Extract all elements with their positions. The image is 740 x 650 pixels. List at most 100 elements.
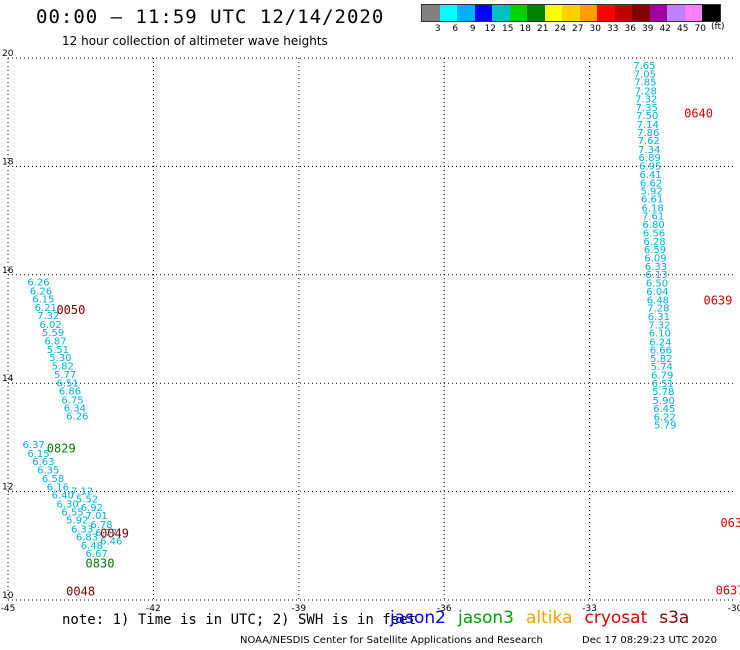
wave-height-point: 6.28 bbox=[643, 237, 665, 248]
wave-height-point: 6.09 bbox=[644, 253, 666, 264]
pass-time-label: 0049 bbox=[100, 527, 129, 541]
color-swatch-1 bbox=[439, 5, 457, 21]
legend-tick-label: 18 bbox=[519, 24, 531, 34]
wave-height-point: 7.01 bbox=[86, 511, 108, 522]
wave-height-point: 7.32 bbox=[635, 94, 657, 105]
wave-height-point: 6.87 bbox=[44, 337, 66, 348]
legend-tick-label: 21 bbox=[537, 24, 549, 34]
wave-height-point: 7.28 bbox=[635, 86, 657, 97]
wave-height-point: 6.80 bbox=[642, 220, 664, 231]
wave-height-point: 7.62 bbox=[638, 136, 660, 147]
y-tick-label: 12 bbox=[2, 483, 13, 493]
legend-tick-label: 70 bbox=[694, 24, 706, 34]
legend-tick-label: 24 bbox=[554, 24, 566, 34]
wave-height-point: 6.95 bbox=[639, 162, 661, 173]
color-swatch-16 bbox=[702, 5, 720, 21]
chart-title: 00:00 – 11:59 UTC 12/14/2020 bbox=[36, 6, 385, 28]
wave-height-point: 7.28 bbox=[647, 304, 669, 315]
satellite-jason3: jason3 bbox=[458, 608, 514, 628]
wave-height-point: 6.83 bbox=[76, 532, 98, 543]
wave-height-point: 5.74 bbox=[651, 362, 673, 373]
wave-height-point: 7.50 bbox=[636, 111, 658, 122]
pass-time-label: 0048 bbox=[66, 585, 95, 599]
color-scale-swatches bbox=[421, 4, 721, 22]
pass-time-label: 0639 bbox=[703, 294, 732, 308]
wave-height-point: 7.14 bbox=[637, 120, 659, 131]
wave-height-point: 6.34 bbox=[64, 403, 86, 414]
pass-time-label: 0050 bbox=[56, 303, 85, 317]
wave-height-point: 6.48 bbox=[647, 296, 669, 307]
wave-height-point: 5.52 bbox=[76, 494, 98, 505]
legend-tick-label: 36 bbox=[624, 24, 636, 34]
wave-height-point: 7.32 bbox=[37, 311, 59, 322]
wave-height-point: 7.34 bbox=[638, 145, 660, 156]
wave-height-point: 5.92 bbox=[66, 516, 88, 527]
wave-height-point: 5.92 bbox=[640, 187, 662, 198]
wave-height-point: 7.05 bbox=[634, 70, 656, 81]
color-scale-unit: (ft) bbox=[711, 22, 725, 32]
x-tick-label: -42 bbox=[146, 604, 161, 614]
wave-height-point: 5.30 bbox=[49, 353, 71, 364]
satellite-altika: altika bbox=[526, 608, 573, 628]
color-swatch-5 bbox=[509, 5, 527, 21]
wave-height-point: 6.13 bbox=[645, 270, 667, 281]
wave-height-point: 6.63 bbox=[32, 457, 54, 468]
wave-height-point: 7.65 bbox=[633, 61, 655, 72]
wave-height-point: 6.24 bbox=[649, 337, 671, 348]
legend-tick-label: 45 bbox=[677, 24, 689, 34]
legend-tick-label: 6 bbox=[452, 24, 459, 34]
wave-height-point: 7.32 bbox=[648, 320, 670, 331]
wave-height-point: 6.22 bbox=[654, 413, 676, 424]
footer-note: note: 1) Time is in UTC; 2) SWH is in fe… bbox=[62, 612, 417, 628]
wave-height-point: 6.40 bbox=[52, 491, 74, 502]
pass-time-label: 0830 bbox=[86, 556, 115, 570]
wave-height-point: 7.61 bbox=[642, 212, 664, 223]
color-swatch-14 bbox=[667, 5, 685, 21]
satellite-s3a: s3a bbox=[659, 608, 690, 628]
color-swatch-6 bbox=[527, 5, 545, 21]
color-swatch-4 bbox=[492, 5, 510, 21]
pass-time-label: 0829 bbox=[47, 442, 76, 456]
wave-height-point: 5.51 bbox=[47, 345, 69, 356]
color-swatch-9 bbox=[579, 5, 597, 21]
wave-height-point: 6.62 bbox=[640, 178, 662, 189]
wave-height-point: 7.85 bbox=[634, 78, 656, 89]
wave-height-point: 6.86 bbox=[59, 387, 81, 398]
wave-height-point: 6.15 bbox=[32, 294, 54, 305]
pass-time-label: 0637 bbox=[716, 584, 740, 598]
wave-height-point: 6.48 bbox=[81, 541, 103, 552]
wave-height-point: 6.30 bbox=[56, 499, 78, 510]
wave-height-point: 5.59 bbox=[42, 328, 64, 339]
x-tick-label: -30 bbox=[728, 604, 740, 614]
wave-height-point: 6.33 bbox=[645, 262, 667, 273]
wave-height-point: 6.26 bbox=[66, 412, 88, 423]
legend-tick-label: 15 bbox=[502, 24, 514, 34]
color-swatch-3 bbox=[474, 5, 492, 21]
wave-height-point: 6.67 bbox=[86, 549, 108, 560]
color-swatch-12 bbox=[632, 5, 650, 21]
wave-height-point: 6.56 bbox=[643, 228, 665, 239]
wave-height-point: 7.86 bbox=[637, 128, 659, 139]
generated-timestamp: Dec 17 08:29:23 UTC 2020 bbox=[582, 635, 717, 646]
color-scale-legend: 3 6 9 12 15 18 21 24 27 30 33 36 39 42 45 70 (ft) bbox=[421, 4, 725, 34]
wave-height-point: 6.89 bbox=[639, 153, 661, 164]
color-swatch-8 bbox=[562, 5, 580, 21]
color-swatch-13 bbox=[649, 5, 667, 21]
legend-tick-label: 3 bbox=[434, 24, 441, 34]
x-tick-label: -36 bbox=[437, 604, 452, 614]
wave-height-point: 6.45 bbox=[653, 404, 675, 415]
satellite-cryosat: cryosat bbox=[584, 608, 648, 628]
x-tick-label: -45 bbox=[1, 604, 16, 614]
legend-tick-label: 39 bbox=[642, 24, 654, 34]
wave-height-point: 6.51 bbox=[652, 379, 674, 390]
legend-tick-label: 9 bbox=[469, 24, 476, 34]
wave-height-point: 6.50 bbox=[646, 279, 668, 290]
wave-height-point: 6.26 bbox=[30, 286, 52, 297]
wave-height-point: 6.31 bbox=[648, 312, 670, 323]
wave-height-point: 6.55 bbox=[61, 507, 83, 518]
satellite-jason2: jason2 bbox=[390, 608, 446, 628]
wave-height-point: 6.77 bbox=[95, 528, 117, 539]
color-swatch-10 bbox=[597, 5, 615, 21]
wave-height-point: 5.77 bbox=[54, 370, 76, 381]
